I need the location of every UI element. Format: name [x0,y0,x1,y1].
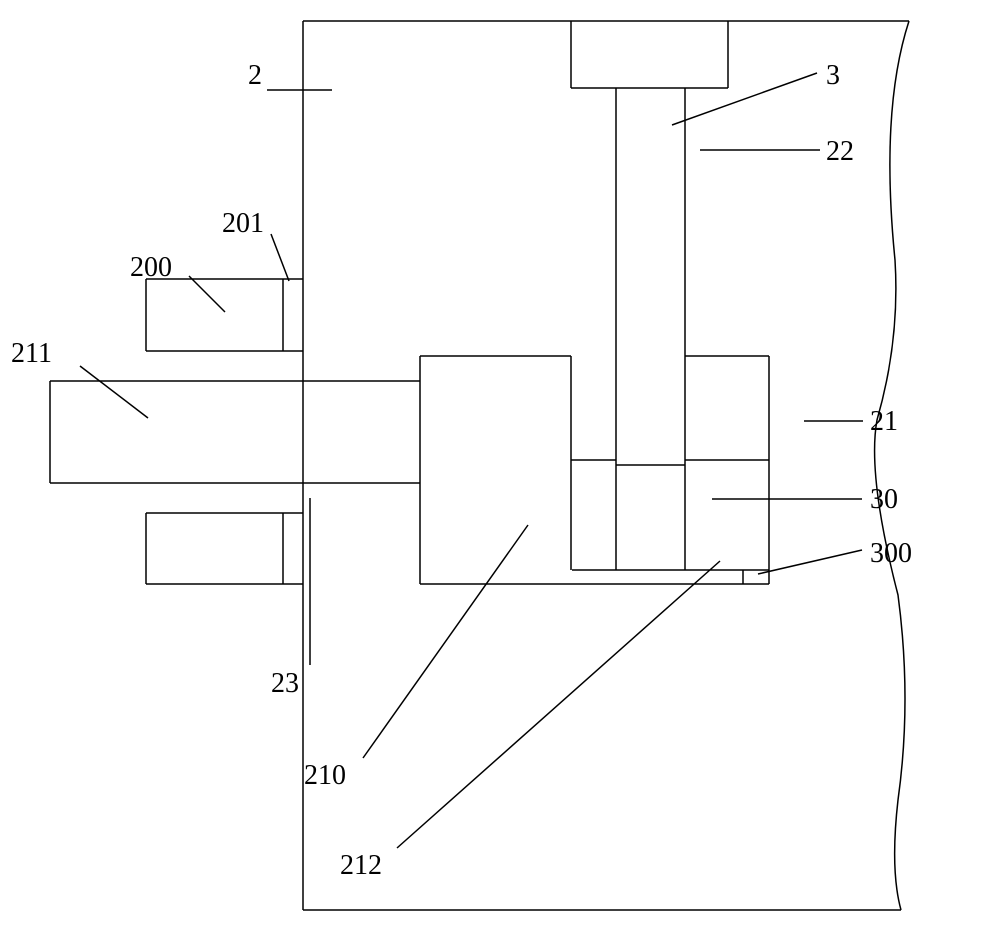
leader-201 [271,234,289,281]
lbl-21: 21 [870,406,898,438]
lbl-3: 3 [826,60,840,92]
lbl-212: 212 [340,850,382,882]
leader-212 [397,561,720,848]
lbl-22: 22 [826,136,854,168]
lbl-30: 30 [870,484,898,516]
lbl-211: 211 [11,338,52,370]
leader-200 [189,276,225,312]
leader-210 [363,525,528,758]
leader-300 [758,550,862,574]
lbl-200: 200 [130,252,172,284]
lbl-23: 23 [271,668,299,700]
right-break-line [875,21,909,910]
leader-3 [672,73,817,125]
lbl-210: 210 [304,760,346,792]
lbl-300: 300 [870,538,912,570]
lbl-2: 2 [248,60,262,92]
lbl-201: 201 [222,208,264,240]
leader-211 [80,366,148,418]
